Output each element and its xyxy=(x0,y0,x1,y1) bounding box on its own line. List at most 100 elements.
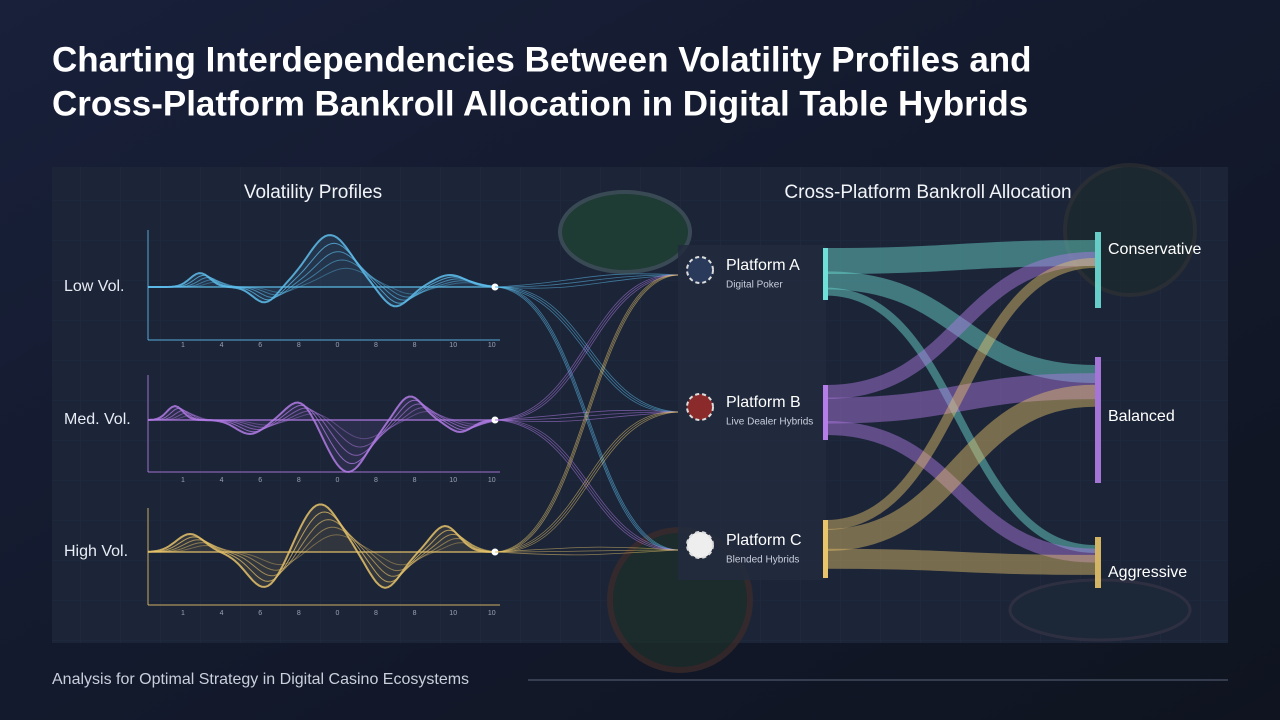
wave xyxy=(148,403,494,456)
strategy-bar xyxy=(1095,357,1101,483)
connector xyxy=(494,411,679,553)
connector xyxy=(494,286,679,413)
tick-label: 8 xyxy=(297,477,301,484)
allocation-band xyxy=(825,271,1096,383)
platform-name: Platform C xyxy=(726,532,802,549)
wave xyxy=(148,251,494,301)
allocation-band xyxy=(825,548,1096,575)
strategy-label: Conservative xyxy=(1108,241,1201,258)
platform-bar xyxy=(823,248,828,300)
connector xyxy=(494,411,679,422)
tick-label: 6 xyxy=(258,477,262,484)
connector xyxy=(494,411,679,553)
tick-label: 6 xyxy=(258,610,262,617)
wave xyxy=(148,259,494,298)
tick-label: 0 xyxy=(335,610,339,617)
connector xyxy=(494,286,679,551)
platform-bar xyxy=(823,385,828,440)
wave xyxy=(148,519,494,577)
tick-label: 4 xyxy=(220,610,224,617)
platform-icon xyxy=(686,531,714,559)
tick-label: 8 xyxy=(413,610,417,617)
card-table xyxy=(1008,578,1192,642)
tick-label: 0 xyxy=(335,477,339,484)
platform-name: Platform B xyxy=(726,394,801,411)
profile-label: Low Vol. xyxy=(64,278,124,295)
allocation-band xyxy=(825,384,1096,551)
connector xyxy=(494,286,679,413)
connector xyxy=(494,419,679,551)
tick-label: 0 xyxy=(335,342,339,349)
wave xyxy=(148,534,494,566)
tick-label: 4 xyxy=(220,477,224,484)
wave xyxy=(148,267,494,295)
allocation-band xyxy=(825,258,1096,530)
title-line: Cross-Platform Bankroll Allocation in Di… xyxy=(52,84,1028,123)
connector xyxy=(494,274,679,553)
connector xyxy=(494,546,679,553)
wave xyxy=(148,407,494,448)
tick-label: 10 xyxy=(449,477,457,484)
connector xyxy=(494,410,679,421)
connector xyxy=(494,286,679,413)
allocation-band xyxy=(825,251,1096,399)
strategy-label: Aggressive xyxy=(1108,564,1187,581)
platform-name: Platform A xyxy=(726,257,800,274)
wave xyxy=(147,503,493,589)
connector xyxy=(494,411,679,421)
allocation-band xyxy=(825,240,1096,274)
connector xyxy=(494,419,679,551)
platform-subtitle: Digital Poker xyxy=(726,280,783,291)
tick-label: 10 xyxy=(488,342,496,349)
tick-label: 8 xyxy=(297,610,301,617)
connector xyxy=(494,549,679,556)
tick-label: 8 xyxy=(413,477,417,484)
profile-label: Med. Vol. xyxy=(64,411,131,428)
profile-label: High Vol. xyxy=(64,543,128,560)
tick-label: 4 xyxy=(220,342,224,349)
platform-icon xyxy=(686,393,714,421)
connector xyxy=(494,286,679,551)
footer-caption: Analysis for Optimal Strategy in Digital… xyxy=(52,671,469,688)
tick-label: 8 xyxy=(413,342,417,349)
panel-title: Volatility Profiles xyxy=(244,182,382,203)
connector xyxy=(494,419,679,551)
strategy-label: Balanced xyxy=(1108,408,1175,425)
tick-label: 10 xyxy=(449,610,457,617)
panel-title: Cross-Platform Bankroll Allocation xyxy=(784,182,1071,203)
connector xyxy=(494,274,679,421)
connector xyxy=(494,274,679,421)
connector xyxy=(494,411,679,553)
platform-subtitle: Live Dealer Hybrids xyxy=(726,417,813,428)
tick-label: 10 xyxy=(449,342,457,349)
wave xyxy=(148,526,494,572)
tick-label: 1 xyxy=(181,477,185,484)
connector xyxy=(494,273,679,288)
platform-subtitle: Blended Hybrids xyxy=(726,555,799,566)
title-line: Charting Interdependencies Between Volat… xyxy=(52,40,1032,79)
allocation-band xyxy=(825,287,1096,553)
allocation-band xyxy=(825,373,1096,424)
tick-label: 8 xyxy=(374,477,378,484)
strategy-bar xyxy=(1095,537,1101,588)
poker-table xyxy=(558,190,692,274)
tick-label: 1 xyxy=(181,610,185,617)
connector xyxy=(494,274,679,288)
tick-label: 8 xyxy=(297,342,301,349)
roulette-wheel xyxy=(1063,163,1197,297)
tick-label: 6 xyxy=(258,342,262,349)
connector xyxy=(494,274,679,289)
connector xyxy=(494,286,679,551)
platform-icon xyxy=(686,256,714,284)
allocation-band xyxy=(825,421,1096,563)
connector xyxy=(494,549,679,553)
tick-label: 1 xyxy=(181,342,185,349)
tick-label: 10 xyxy=(488,477,496,484)
tick-label: 8 xyxy=(374,342,378,349)
platform-bar xyxy=(823,520,828,578)
strategy-bar xyxy=(1095,232,1101,308)
connector xyxy=(494,274,679,421)
tick-label: 10 xyxy=(488,610,496,617)
